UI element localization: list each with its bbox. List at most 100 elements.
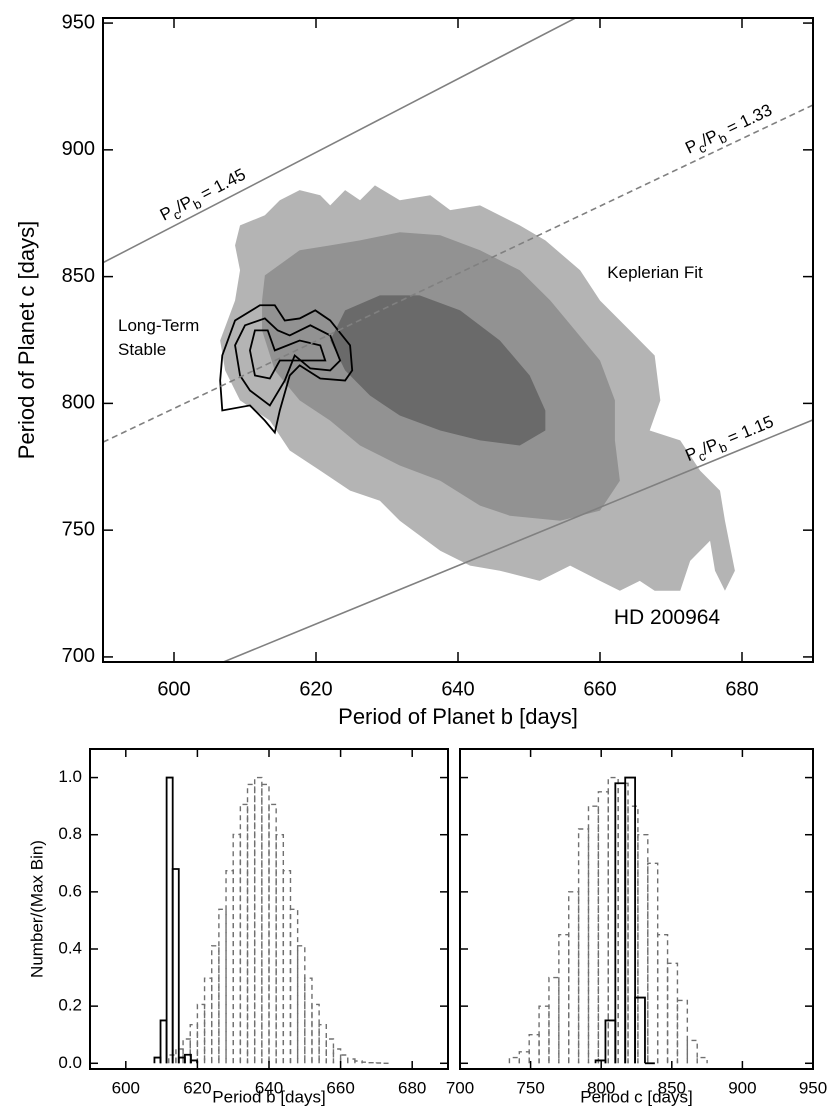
y-tick-label: 750	[62, 518, 95, 540]
histogram-bin	[508, 1056, 521, 1064]
y-tick-label: 0.8	[58, 824, 82, 843]
histogram-bin	[182, 1038, 191, 1064]
plot-area	[153, 776, 391, 1064]
ratio-value: 1.33	[737, 100, 775, 131]
y-tick-label: 950	[62, 11, 95, 33]
histogram-bin	[296, 945, 306, 1064]
histogram-bin	[153, 1056, 162, 1064]
x-tick-label: 660	[326, 1078, 354, 1097]
histogram-bin	[548, 976, 560, 1064]
x-tick-label: 600	[157, 678, 190, 700]
histogram-bin	[607, 776, 619, 1064]
x-axis-title: Period c [days]	[580, 1087, 692, 1106]
histogram-bin	[261, 783, 270, 1064]
histogram-bin	[361, 1061, 370, 1064]
x-axis-title: Period of Planet b [days]	[338, 704, 578, 729]
y-tick-label: 0.2	[58, 996, 82, 1015]
histogram-bin	[246, 783, 256, 1064]
histogram-bin	[159, 1019, 168, 1064]
ratio-line	[221, 419, 813, 662]
histogram-bin	[318, 1024, 327, 1064]
keplerian-contour	[330, 295, 546, 446]
stable-contour	[234, 317, 342, 407]
histogram-bin	[239, 803, 249, 1064]
x-tick-label: 600	[112, 1078, 140, 1097]
x-tick-label: 750	[516, 1078, 544, 1097]
histogram-bin	[577, 828, 590, 1064]
histogram-bin	[647, 862, 659, 1064]
x-tick-label: 700	[446, 1078, 474, 1097]
y-tick-label: 800	[62, 392, 95, 414]
histogram-bin	[696, 1056, 708, 1064]
y-tick-label: 1.0	[58, 767, 82, 786]
histogram-bin	[617, 782, 629, 1064]
y-tick-label: 900	[62, 138, 95, 160]
x-tick-label: 620	[299, 678, 332, 700]
ratio-label: Pc/Pb = 1.45	[157, 165, 251, 228]
x-tick-label: 900	[728, 1078, 756, 1097]
x-tick-label: 620	[183, 1078, 211, 1097]
histogram-bin	[311, 1003, 320, 1064]
ratio-value: 1.45	[211, 165, 249, 197]
x-tick-label: 950	[799, 1078, 827, 1097]
ratio-line	[103, 18, 578, 264]
histogram-bin	[666, 962, 679, 1064]
y-tick-label: 0.0	[58, 1053, 82, 1072]
histogram-bin	[624, 776, 636, 1064]
x-tick-label: 680	[398, 1078, 426, 1097]
histogram-bin	[656, 934, 669, 1064]
histogram-bin	[686, 1039, 698, 1064]
histogram-bin	[268, 803, 277, 1064]
histogram-bin	[339, 1054, 349, 1064]
histogram-bin	[587, 805, 600, 1064]
histogram-bin	[183, 1053, 192, 1064]
histogram-bin	[558, 934, 570, 1064]
histogram-bin	[211, 945, 220, 1064]
histogram-bin	[634, 996, 646, 1064]
y-tick-label: 850	[62, 265, 95, 287]
ratio-label-part: /P	[698, 126, 721, 150]
histogram-bin	[175, 1048, 184, 1064]
histogram-bin	[275, 834, 285, 1064]
histogram-bin	[538, 1005, 550, 1064]
histogram-bin	[568, 891, 580, 1064]
histogram-bin	[676, 999, 689, 1064]
x-tick-label: 850	[658, 1078, 686, 1097]
histogram-bin	[332, 1048, 342, 1064]
ratio-line	[103, 104, 813, 443]
histogram-bin	[597, 791, 609, 1064]
x-axis-title: Period b [days]	[212, 1087, 325, 1106]
plot-frame	[459, 748, 814, 1070]
histogram-bin	[190, 1059, 198, 1064]
x-tick-label: 800	[587, 1078, 615, 1097]
histogram-bin	[165, 776, 174, 1064]
ratio-label: Pc/Pb = 1.33	[682, 100, 776, 161]
histogram-bin	[282, 870, 292, 1064]
histogram-bin	[225, 870, 234, 1064]
histogram-bin	[637, 834, 649, 1064]
x-tick-label: 660	[583, 678, 616, 700]
histogram-bin	[614, 782, 627, 1064]
histogram-bin	[325, 1038, 335, 1064]
x-tick-label: 680	[725, 678, 758, 700]
x-tick-label: 640	[255, 1078, 283, 1097]
plot-area	[103, 18, 813, 662]
histogram-bin	[171, 868, 180, 1064]
ratio-label-part: /P	[699, 435, 721, 459]
histogram-bin	[368, 1062, 378, 1064]
y-tick-label: 700	[62, 645, 95, 667]
y-axis-title: Number/(Max Bin)	[27, 840, 46, 978]
histogram-bin	[289, 908, 299, 1064]
histogram-bin	[203, 977, 213, 1064]
annotation: HD 200964	[614, 606, 721, 629]
histogram-bin	[518, 1051, 530, 1064]
plot-area	[508, 776, 708, 1065]
series-label: Stable	[118, 340, 166, 359]
y-axis-title: Period of Planet c [days]	[14, 221, 39, 459]
histogram-bin	[627, 805, 639, 1064]
series-label: Long-Term	[118, 316, 199, 335]
y-tick-label: 0.6	[58, 881, 82, 900]
histogram-bin	[218, 908, 227, 1064]
histogram-bin	[232, 833, 242, 1064]
